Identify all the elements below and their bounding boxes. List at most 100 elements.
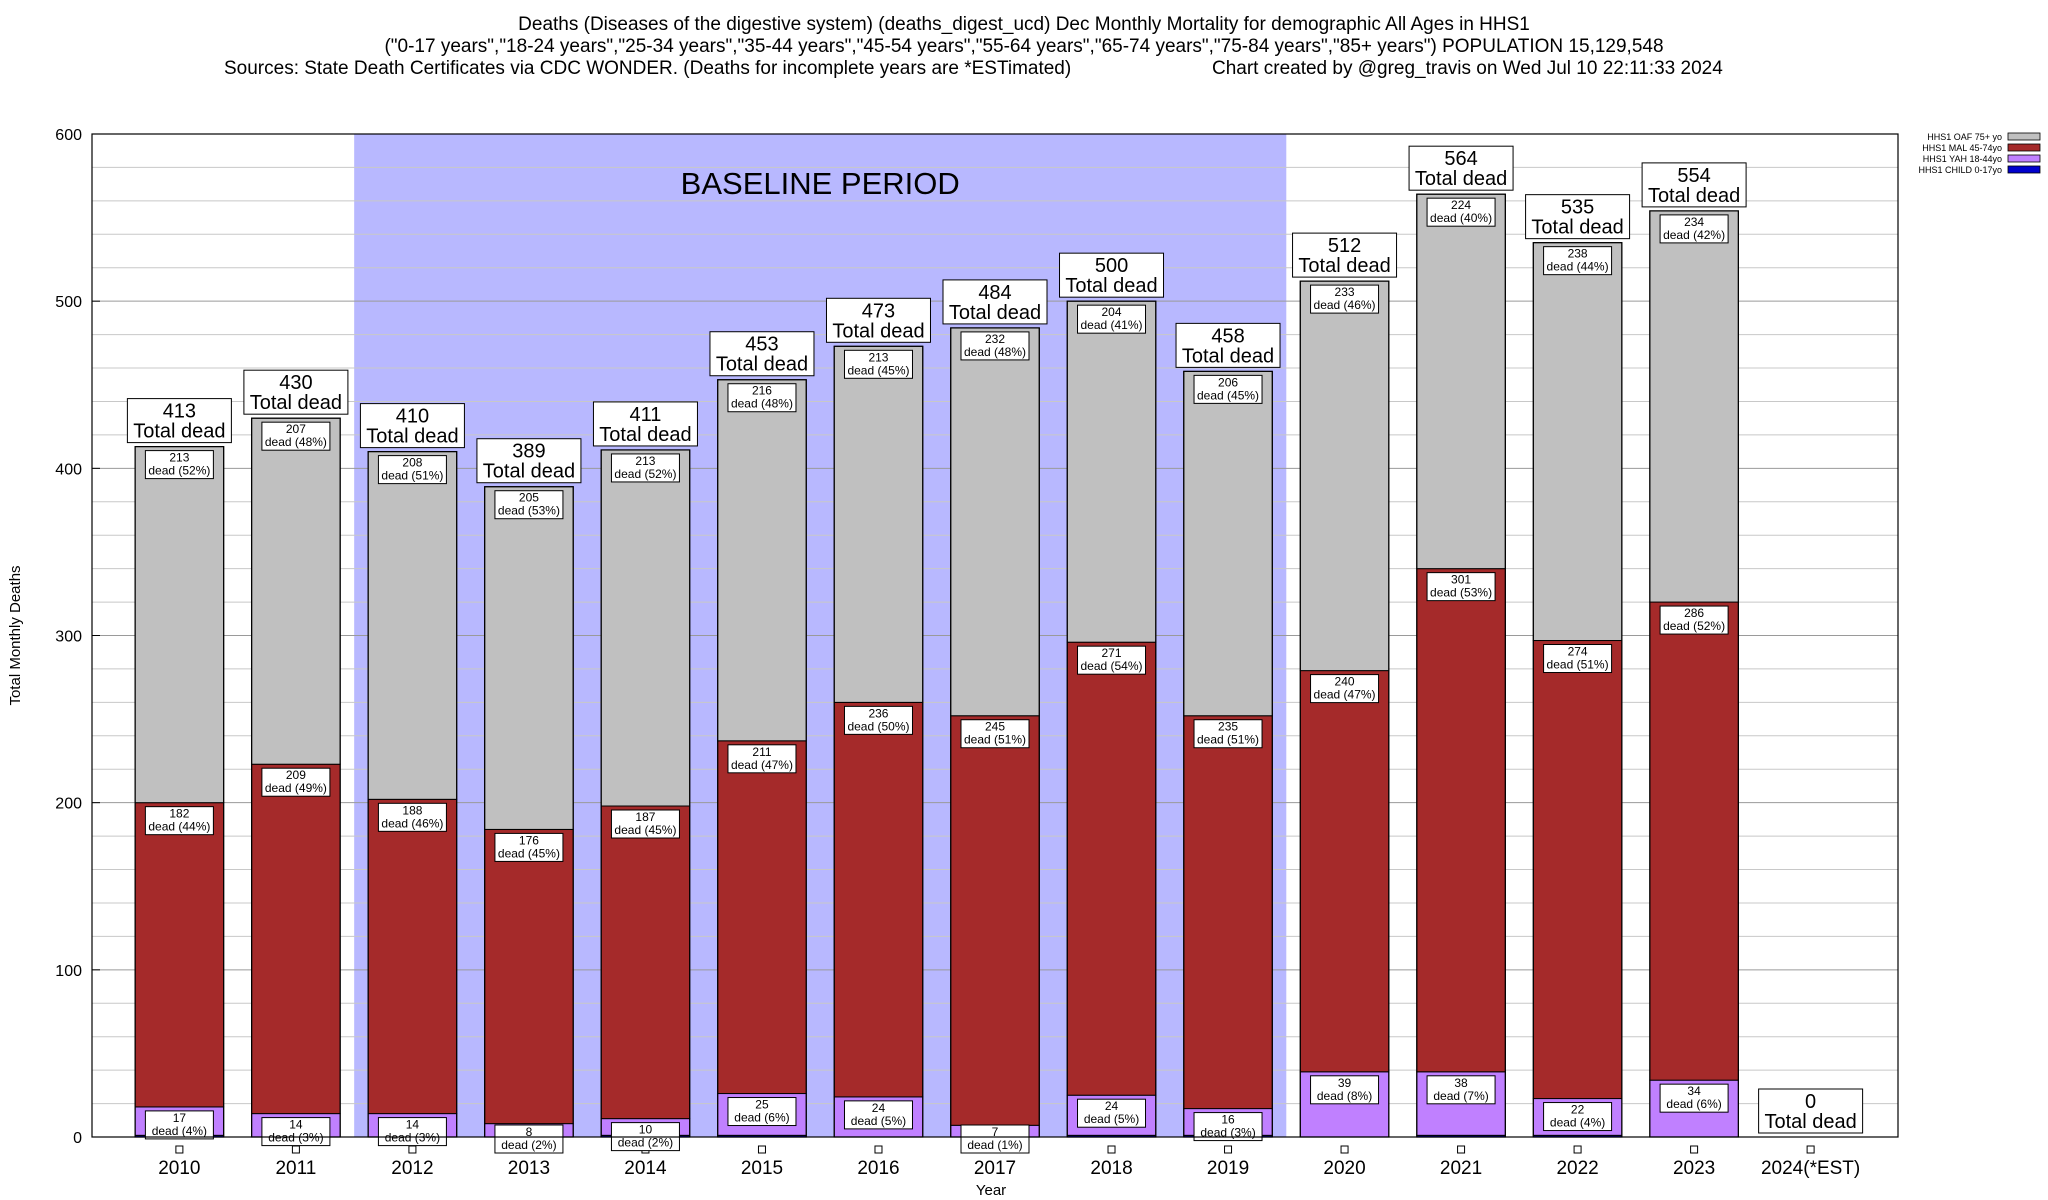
segment-label-count: 204 <box>1102 305 1122 319</box>
segment-label-count: 245 <box>985 720 1005 734</box>
bar-segment-oaf <box>1183 370 1273 717</box>
segment-label-count: 39 <box>1338 1076 1352 1090</box>
segment-label-box <box>1543 1102 1613 1132</box>
bar-segment-oaf <box>717 379 807 742</box>
segment-label-pct: dead (45%) <box>847 363 909 377</box>
segment-label-count: 213 <box>169 451 189 465</box>
segment-label-pct: dead (51%) <box>1197 733 1259 747</box>
segment-label-box <box>1543 246 1613 276</box>
segment-label-pct: dead (54%) <box>1080 659 1142 673</box>
segment-label-box <box>261 767 331 797</box>
x-tick-label: 2013 <box>508 1158 550 1179</box>
x-marker <box>1457 1145 1466 1154</box>
segment-label-pct: dead (45%) <box>498 846 560 860</box>
bar-segment-mal <box>717 740 807 1095</box>
segment-label-pct: dead (6%) <box>1666 1097 1721 1111</box>
total-label-box <box>1525 194 1631 240</box>
segment-label-count: 7 <box>992 1125 999 1139</box>
bar-segment-oaf <box>134 446 225 804</box>
total-label-box <box>126 398 232 444</box>
segment-label-pct: dead (46%) <box>381 816 443 830</box>
segment-label-count: 207 <box>286 422 306 436</box>
y-tick-label: 600 <box>55 127 82 144</box>
segment-label-count: 205 <box>519 491 539 505</box>
segment-label-pct: dead (2%) <box>501 1138 556 1152</box>
segment-label-pct: dead (5%) <box>1084 1112 1139 1126</box>
legend-label: HHS1 CHILD 0-17yo <box>1918 165 2002 175</box>
bar-segment-oaf <box>600 449 691 807</box>
total-label-value: 535 <box>1561 197 1594 219</box>
total-label-box <box>592 401 698 447</box>
segment-label-box <box>727 383 797 413</box>
x-tick-label: 2023 <box>1673 1158 1715 1179</box>
total-label-box <box>1292 232 1398 278</box>
segment-label-count: 274 <box>1568 645 1588 659</box>
segment-label-count: 34 <box>1687 1084 1701 1098</box>
bar-segment-oaf <box>367 451 458 800</box>
y-tick-label: 200 <box>55 796 82 813</box>
segment-label-pct: dead (53%) <box>1430 586 1492 600</box>
x-marker <box>1107 1145 1116 1154</box>
segment-label-count: 10 <box>639 1123 653 1137</box>
segment-label-box <box>1310 1075 1380 1105</box>
x-marker <box>1224 1145 1233 1154</box>
bar-segment-mal <box>950 715 1040 1126</box>
legend-label: HHS1 OAF 75+ yo <box>1927 132 2002 142</box>
total-label-box <box>1175 322 1281 368</box>
segment-label-count: 238 <box>1568 247 1588 261</box>
sources-text: Sources: State Death Certificates via CD… <box>224 58 1072 79</box>
total-label-box <box>243 369 349 415</box>
segment-label-count: 216 <box>752 384 772 398</box>
total-label-text: Total dead <box>1764 1111 1856 1133</box>
x-marker <box>1573 1145 1582 1154</box>
segment-label-box <box>1077 645 1147 675</box>
segment-label-pct: dead (8%) <box>1317 1089 1372 1103</box>
y-tick-label: 100 <box>55 963 82 980</box>
x-tick-label: 2024(*EST) <box>1761 1158 1860 1179</box>
segment-label-box <box>1426 1075 1496 1105</box>
segment-label-count: 176 <box>519 833 539 847</box>
y-tick-label: 400 <box>55 461 82 478</box>
segment-label-box <box>1310 674 1380 704</box>
x-tick-label: 2016 <box>857 1158 899 1179</box>
x-marker <box>291 1145 300 1154</box>
total-label-text: Total dead <box>832 320 924 342</box>
segment-label-box <box>610 809 680 839</box>
total-label-box <box>1641 162 1747 208</box>
segment-label-count: 38 <box>1454 1076 1468 1090</box>
total-label-text: Total dead <box>366 426 458 448</box>
x-marker <box>175 1145 184 1154</box>
y-axis-title: Total Monthly Deaths <box>7 565 24 705</box>
segment-label-count: 208 <box>402 456 422 470</box>
total-label-box <box>1408 145 1514 191</box>
total-label-value: 484 <box>978 282 1011 304</box>
bar-segment-mal <box>1532 640 1623 1100</box>
segment-label-count: 213 <box>635 454 655 468</box>
total-label-value: 430 <box>279 372 312 394</box>
x-tick-label: 2014 <box>624 1158 667 1179</box>
total-label-text: Total dead <box>1415 168 1507 190</box>
bar-segment-mal <box>1183 715 1273 1110</box>
total-label-box <box>476 438 582 484</box>
segment-label-pct: dead (53%) <box>498 504 560 518</box>
bar-segment-mal <box>1416 568 1506 1073</box>
segment-label-pct: dead (51%) <box>964 733 1026 747</box>
title-line-1: Deaths (Diseases of the digestive system… <box>518 14 1530 35</box>
segment-label-pct: dead (4%) <box>152 1124 207 1138</box>
chart-title: Deaths (Diseases of the digestive system… <box>0 14 2048 80</box>
segment-label-box <box>843 1100 913 1130</box>
total-label-value: 453 <box>745 334 778 356</box>
segment-label-count: 16 <box>1221 1113 1235 1127</box>
legend-label: HHS1 YAH 18-44yo <box>1923 154 2002 164</box>
x-tick-label: 2020 <box>1323 1158 1365 1179</box>
total-label-value: 500 <box>1095 255 1128 277</box>
total-label-text: Total dead <box>483 461 575 483</box>
segment-label-count: 14 <box>289 1118 303 1132</box>
segment-label-count: 286 <box>1684 606 1704 620</box>
segment-label-count: 17 <box>173 1111 187 1125</box>
x-tick-label: 2018 <box>1090 1158 1132 1179</box>
bar-segment-mal <box>367 798 458 1115</box>
segment-label-count: 232 <box>985 332 1005 346</box>
total-label-text: Total dead <box>1648 185 1740 207</box>
legend-label: HHS1 MAL 45-74yo <box>1922 143 2002 153</box>
